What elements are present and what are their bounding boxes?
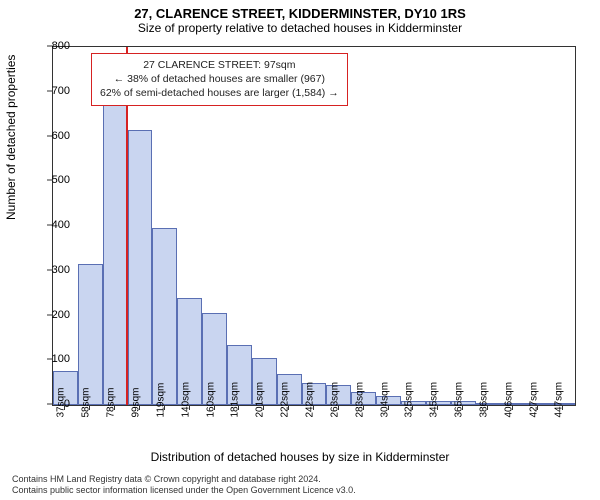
y-tick-mark [47,135,52,136]
histogram-bar [152,228,177,405]
x-tick-mark [139,405,140,410]
y-tick-label: 300 [52,264,70,276]
x-tick-mark [537,405,538,410]
x-tick-mark [238,405,239,410]
x-tick-mark [288,405,289,410]
y-tick-label: 600 [52,130,70,142]
footer-attribution: Contains HM Land Registry data © Crown c… [12,474,588,496]
y-tick-mark [47,46,52,47]
x-tick-mark [363,405,364,410]
x-tick-mark [487,405,488,410]
x-tick-mark [164,405,165,410]
x-tick-mark [263,405,264,410]
x-tick-mark [388,405,389,410]
x-axis-label: Distribution of detached houses by size … [0,450,600,464]
chart-subtitle: Size of property relative to detached ho… [0,21,600,35]
x-tick-mark [562,405,563,410]
footer-line-1: Contains HM Land Registry data © Crown c… [12,474,588,485]
y-tick-label: 800 [52,40,70,52]
y-tick-label: 200 [52,309,70,321]
chart-plot-area: 27 CLARENCE STREET: 97sqm ← 38% of detac… [52,46,576,406]
y-tick-label: 400 [52,219,70,231]
y-tick-mark [47,269,52,270]
y-tick-mark [47,225,52,226]
y-tick-mark [47,314,52,315]
x-tick-mark [64,405,65,410]
x-tick-mark [313,405,314,410]
y-tick-mark [47,90,52,91]
y-axis-label: Number of detached properties [4,55,18,220]
footer-line-2: Contains public sector information licen… [12,485,588,496]
histogram-bar [78,264,103,405]
y-tick-mark [47,359,52,360]
x-tick-mark [338,405,339,410]
callout-line-1: 27 CLARENCE STREET: 97sqm [100,58,339,72]
x-tick-mark [462,405,463,410]
callout-line-2: ← 38% of detached houses are smaller (96… [100,72,339,86]
x-tick-mark [214,405,215,410]
x-tick-mark [114,405,115,410]
x-tick-mark [89,405,90,410]
x-tick-mark [437,405,438,410]
y-tick-mark [47,404,52,405]
callout-box: 27 CLARENCE STREET: 97sqm ← 38% of detac… [91,53,348,106]
y-tick-label: 500 [52,174,70,186]
histogram-bar [103,87,128,405]
callout-line-3: 62% of semi-detached houses are larger (… [100,86,339,100]
y-tick-label: 100 [52,353,70,365]
y-tick-label: 700 [52,85,70,97]
chart-supertitle: 27, CLARENCE STREET, KIDDERMINSTER, DY10… [0,6,600,21]
x-tick-mark [189,405,190,410]
x-tick-mark [412,405,413,410]
histogram-bar [128,130,153,405]
y-tick-mark [47,180,52,181]
x-tick-mark [512,405,513,410]
